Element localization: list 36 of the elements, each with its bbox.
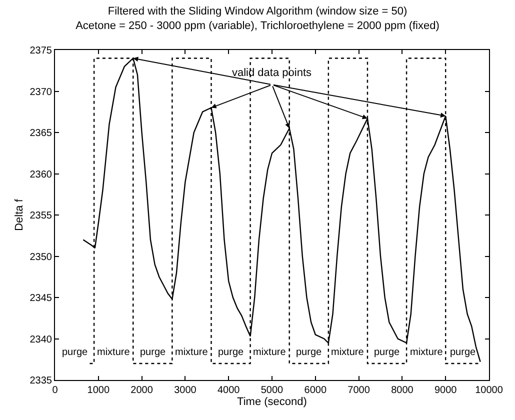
y-tick-label: 2335 (30, 376, 52, 386)
annotation: mixture (410, 347, 444, 358)
y-tick-label: 2355 (30, 210, 52, 222)
annotation: purge (140, 347, 166, 358)
annotation: mixture (175, 347, 208, 358)
x-tick-label: 0 (52, 385, 58, 396)
x-tick-label: 1000 (87, 385, 110, 396)
y-tick-label: 2360 (30, 169, 52, 180)
x-tick-label: 3000 (174, 385, 197, 396)
annotation: mixture (253, 347, 286, 358)
x-tick-label: 2000 (130, 385, 154, 396)
annotation: purge (296, 347, 322, 358)
y-axis-title: Delta f (13, 198, 26, 231)
y-tick-label: 2350 (30, 252, 52, 263)
x-tick-label: 10000 (475, 385, 504, 396)
annotation: mixture (97, 347, 130, 358)
chart-subtitle: Acetone = 250 - 3000 ppm (variable), Trichloroethylene = 2000 ppm (fixed) (76, 20, 440, 32)
x-tick-label: 6000 (304, 385, 327, 396)
annotation: purge (62, 347, 88, 358)
y-tick-label: 2340 (30, 334, 52, 346)
x-tick-label: 7000 (348, 385, 370, 396)
annotation: mixture (331, 347, 364, 358)
annotation: purge (374, 347, 400, 358)
x-tick-label: 5000 (260, 385, 284, 396)
y-tick-label: 2365 (30, 128, 52, 139)
x-tick-label: 8000 (391, 385, 414, 396)
chart-title: Filtered with the Sliding Window Algorithm (window size = 50) (108, 6, 408, 18)
y-tick-label: 2345 (30, 293, 52, 304)
x-tick-label: 4000 (217, 385, 240, 396)
annotation: purge (218, 347, 244, 358)
x-tick-label: 9000 (434, 385, 458, 396)
annotation: purge (450, 347, 476, 358)
annotation: valid data points (232, 67, 312, 79)
x-axis-title: Time (second) (237, 396, 307, 408)
y-tick-label: 2370 (30, 86, 52, 98)
y-tick-label: 2375 (30, 46, 52, 56)
